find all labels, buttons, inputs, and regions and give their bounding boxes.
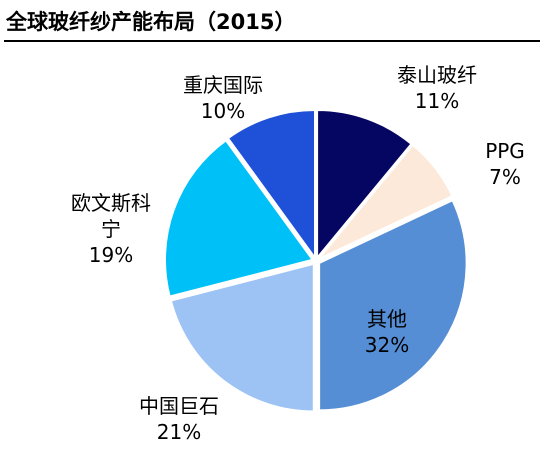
label-ppg-pct: 7% <box>489 165 521 189</box>
label-ppg-name: PPG <box>485 139 525 163</box>
label-taishan-name: 泰山玻纤 <box>397 63 477 87</box>
label-other: 其他 32% <box>342 306 432 358</box>
label-cqi: 重庆国际 10% <box>168 72 278 124</box>
label-ppg: PPG 7% <box>470 138 540 190</box>
label-owens: 欧文斯科 宁 19% <box>56 190 166 268</box>
label-owens-name-1: 欧文斯科 <box>71 191 151 215</box>
pie-slice-2 <box>318 199 468 411</box>
label-jushi: 中国巨石 21% <box>124 393 234 445</box>
label-owens-pct: 19% <box>88 243 134 267</box>
pie-slice-4 <box>164 139 314 298</box>
pie-slice-5 <box>227 109 316 260</box>
title-underline <box>4 40 540 42</box>
label-cqi-pct: 10% <box>200 99 246 123</box>
label-taishan: 泰山玻纤 11% <box>382 62 492 114</box>
pie-slice-0 <box>316 109 413 260</box>
label-owens-name-2: 宁 <box>101 217 121 241</box>
pie-slice-1 <box>318 144 454 260</box>
pie-slice-3 <box>170 263 315 412</box>
label-taishan-pct: 11% <box>414 89 460 113</box>
label-jushi-name: 中国巨石 <box>139 394 219 418</box>
label-other-pct: 32% <box>364 333 410 357</box>
chart-title: 全球玻纤纱产能布局（2015） <box>6 10 296 34</box>
label-cqi-name: 重庆国际 <box>183 73 263 97</box>
label-jushi-pct: 21% <box>156 420 202 444</box>
label-other-name: 其他 <box>367 307 407 331</box>
